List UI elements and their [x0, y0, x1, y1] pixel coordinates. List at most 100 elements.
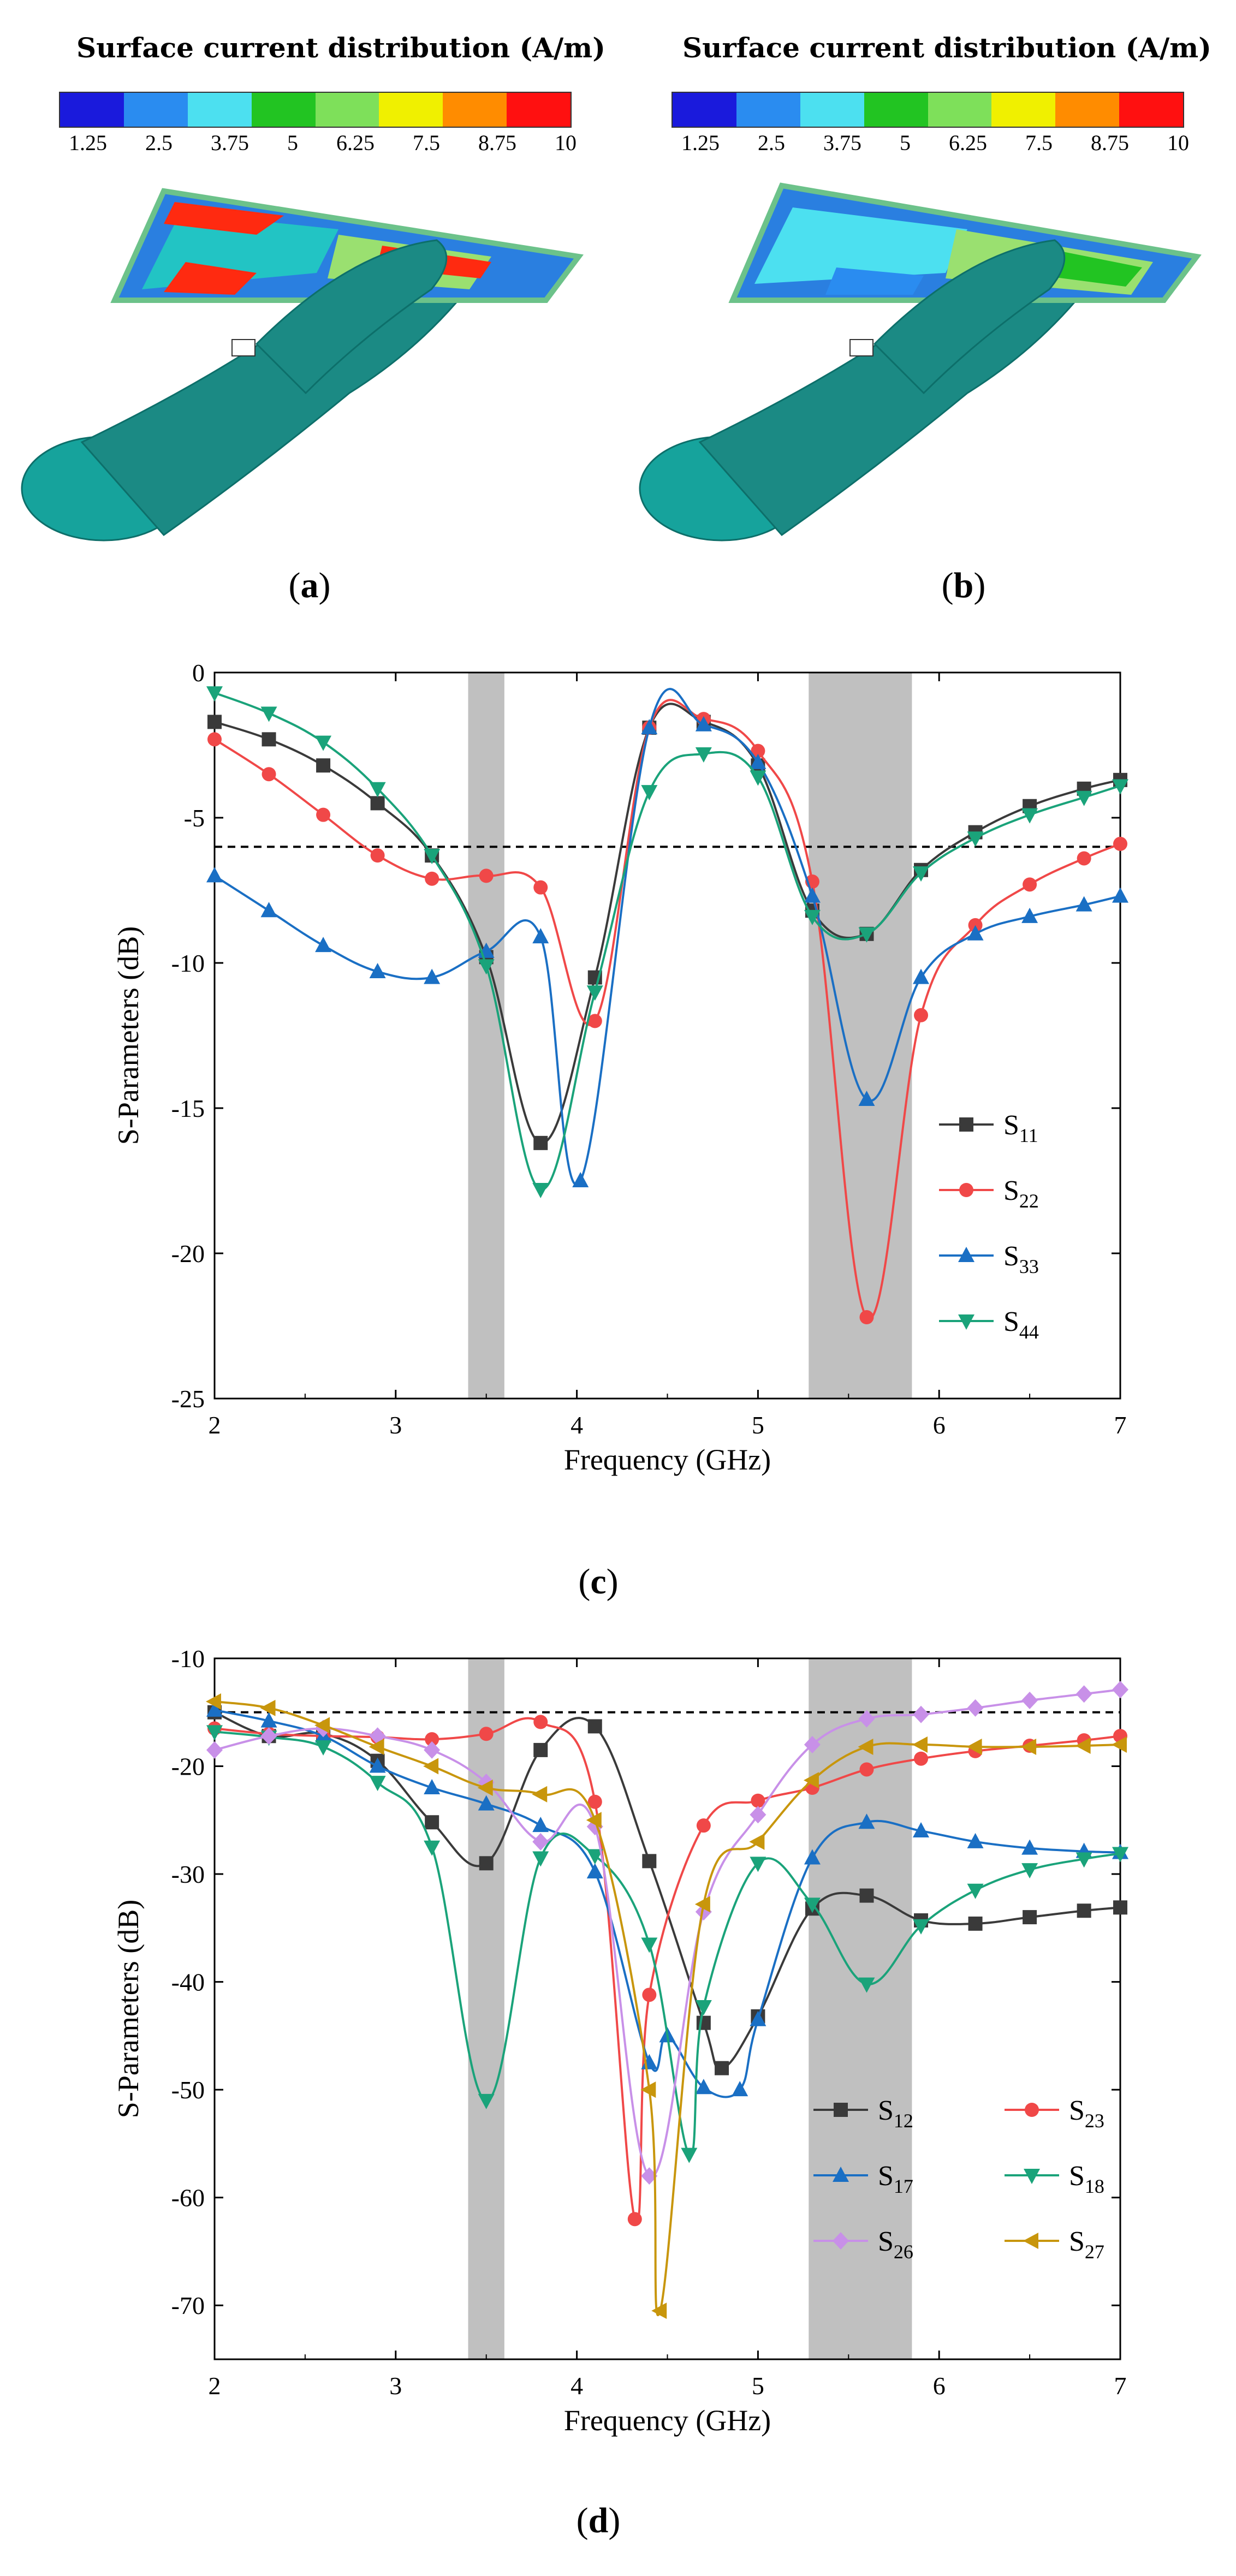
colorbar-segment — [187, 93, 252, 127]
colorbar-segment — [379, 93, 443, 127]
marker-square — [696, 2015, 711, 2030]
series-S27 — [206, 1693, 1127, 2319]
marker-circle — [533, 1715, 548, 1729]
marker-triangle-down — [586, 1849, 603, 1865]
marker-triangle-up — [913, 1822, 930, 1838]
marker-triangle-up — [804, 887, 821, 903]
caption-d: (d) — [576, 2501, 621, 2541]
series-line — [214, 692, 1121, 1191]
marker-triangle-down — [315, 735, 332, 751]
colorbar-segment — [251, 93, 316, 127]
y-tick-label: -40 — [171, 1968, 205, 1996]
marker-circle — [479, 1727, 494, 1741]
colorbar-tick: 1.25 — [681, 130, 720, 155]
legend-entry-S11: S11 — [939, 1110, 1038, 1146]
arm-body — [698, 255, 1112, 537]
colorbar-segment — [1119, 93, 1183, 127]
marker-circle — [1023, 877, 1037, 892]
colorbar-tick: 7.5 — [1025, 130, 1053, 155]
marker-triangle-down — [967, 1883, 984, 1899]
marker-triangle-down — [1021, 1863, 1038, 1879]
marker-circle — [370, 848, 385, 863]
legend-entry-S12: S12 — [813, 2095, 913, 2132]
hotspot — [825, 267, 924, 295]
marker-triangle-up — [1021, 907, 1038, 923]
y-tick-label: -20 — [171, 1753, 205, 1781]
marker-triangle-up — [833, 2167, 849, 2182]
marker-triangle-down — [315, 1740, 332, 1756]
legend-label: S26 — [878, 2226, 913, 2263]
marker-triangle-down — [369, 1776, 386, 1792]
marker-triangle-up — [206, 867, 223, 883]
marker-triangle-up — [1075, 896, 1092, 912]
marker-triangle-down — [750, 770, 766, 786]
marker-triangle-down — [369, 782, 386, 798]
x-tick-label: 3 — [389, 2372, 402, 2400]
marker-triangle-up — [695, 2079, 712, 2095]
series-line — [213, 688, 1121, 1186]
series-line — [214, 1700, 1121, 2317]
series-line — [214, 1688, 1121, 2178]
marker-triangle-down — [1075, 790, 1092, 806]
marker-triangle-left — [1075, 1738, 1091, 1754]
colorbar-tick: 8.75 — [478, 130, 516, 155]
colorbar-segment — [864, 93, 928, 127]
shaded-band — [809, 1658, 912, 2359]
marker-triangle-up — [369, 962, 386, 978]
marker-triangle-down — [1024, 2169, 1040, 2184]
marker-triangle-up — [858, 1813, 875, 1829]
marker-square — [859, 1888, 874, 1903]
marker-triangle-up — [967, 925, 984, 941]
x-tick-label: 6 — [933, 2372, 946, 2400]
caption-c: (c) — [578, 1562, 619, 1602]
marker-triangle-left — [1112, 1736, 1127, 1753]
colorbar-tick: 1.25 — [69, 130, 107, 155]
marker-triangle-up — [532, 928, 549, 944]
thumb — [873, 239, 1066, 395]
marker-triangle-down — [206, 1725, 223, 1741]
marker-diamond — [967, 1699, 984, 1717]
marker-triangle-down — [858, 927, 875, 943]
marker-triangle-up — [424, 968, 441, 984]
legend-label: S44 — [1003, 1306, 1039, 1343]
marker-triangle-down — [804, 909, 821, 925]
marker-triangle-down — [681, 2147, 698, 2163]
marker-circle — [642, 1988, 657, 2002]
colorbar-tick: 5 — [900, 130, 911, 155]
sim-title: Surface current distribution (A/m) — [76, 32, 605, 64]
x-tick-label: 2 — [209, 1411, 221, 1439]
marker-square — [533, 1135, 548, 1150]
y-tick-label: -10 — [171, 1645, 205, 1673]
marker-triangle-left — [260, 1699, 276, 1716]
marker-diamond — [833, 2232, 849, 2250]
marker-triangle-left — [912, 1736, 928, 1753]
marker-triangle-up — [750, 753, 766, 769]
marker-triangle-down — [1112, 779, 1128, 795]
x-tick-label: 2 — [209, 2372, 221, 2400]
marker-circle — [1077, 851, 1091, 866]
marker-square — [587, 1719, 602, 1734]
series-line — [213, 699, 1121, 1320]
marker-triangle-left — [206, 1693, 221, 1710]
marker-diamond — [1075, 1685, 1092, 1703]
marker-square — [1077, 1903, 1091, 1918]
marker-triangle-up — [369, 1757, 386, 1773]
colorbar-ticks: 1.25 2.5 3.75 5 6.25 7.5 8.75 10 — [681, 130, 1189, 156]
marker-square — [1113, 1900, 1127, 1915]
marker-circle — [207, 732, 222, 747]
marker-triangle-left — [532, 1786, 548, 1802]
marker-triangle-left — [966, 1738, 982, 1755]
marker-triangle-up — [532, 1817, 549, 1833]
marker-circle — [1113, 836, 1127, 851]
colorbar-segment — [673, 93, 736, 127]
marker-triangle-down — [804, 1897, 821, 1913]
legend-label: S17 — [878, 2161, 913, 2197]
marker-triangle-up — [695, 716, 712, 731]
colorbar-tick: 8.75 — [1091, 130, 1129, 155]
marker-triangle-down — [260, 706, 277, 722]
marker-diamond — [858, 1710, 875, 1728]
series-line — [214, 703, 1121, 1144]
marker-circle — [627, 2212, 642, 2227]
colorbar-tick: 5 — [287, 130, 298, 155]
legend-entry-S22: S22 — [939, 1175, 1039, 1212]
